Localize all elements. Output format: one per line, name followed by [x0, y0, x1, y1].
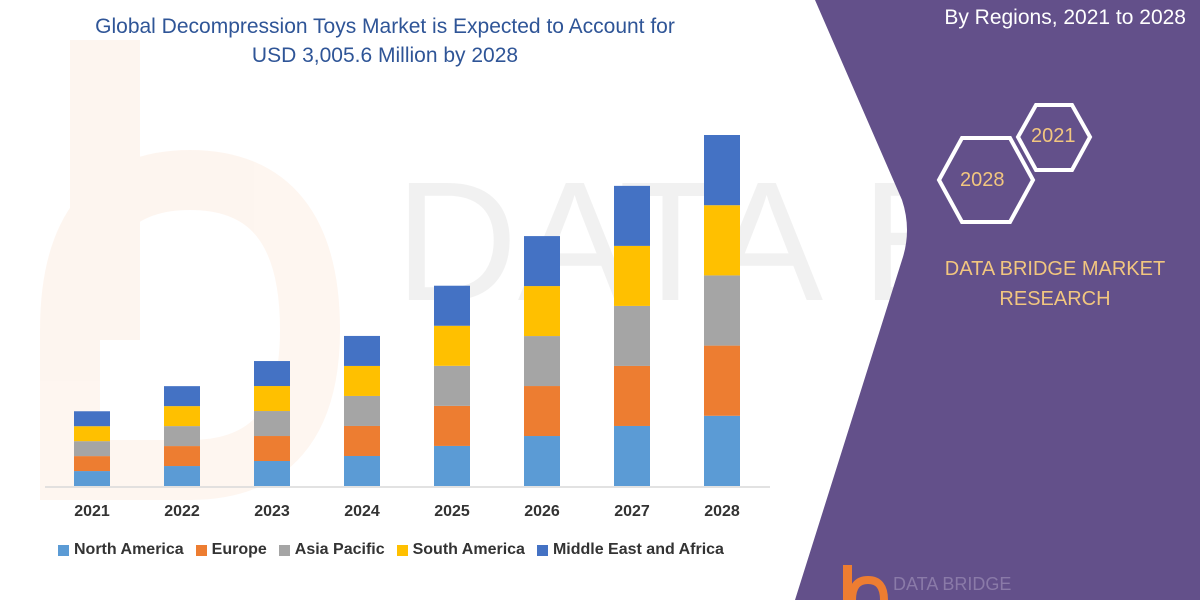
- brand-name: DATA BRIDGE MARKET RESEARCH: [925, 254, 1185, 314]
- bar-segment-2023-middle-east-and-africa: [254, 361, 290, 387]
- legend-item: Europe: [195, 541, 267, 559]
- legend-swatch: [396, 544, 408, 556]
- legend-item: South America: [396, 541, 525, 559]
- x-tick-label: 2024: [344, 503, 380, 520]
- bar-segment-2021-north-america: [74, 471, 110, 486]
- hex-year-2021: 2021: [1031, 125, 1076, 147]
- bar-segment-2023-south-america: [254, 386, 290, 412]
- hex-year-2028: 2028: [960, 169, 1005, 191]
- bar-segment-2022-south-america: [164, 406, 200, 427]
- footer-logo: DATA BRIDGE: [843, 565, 1011, 600]
- legend-swatch: [278, 544, 290, 556]
- bar-segment-2021-europe: [74, 456, 110, 472]
- legend-label: Asia Pacific: [294, 541, 385, 558]
- bar-segment-2022-asia-pacific: [164, 426, 200, 447]
- purple-panel: [795, 0, 1200, 600]
- bar-segment-2023-north-america: [254, 461, 290, 486]
- bar-segment-2027-middle-east-and-africa: [614, 185, 650, 246]
- bar-segment-2024-europe: [344, 425, 380, 456]
- x-tick-label: 2025: [434, 503, 470, 520]
- bar-segment-2026-europe: [524, 386, 560, 437]
- x-tick-label: 2021: [74, 503, 110, 520]
- bar-segment-2024-asia-pacific: [344, 395, 380, 426]
- legend-item: Asia Pacific: [278, 541, 385, 559]
- x-tick-label: 2027: [614, 503, 650, 520]
- brand-line: DATA BRIDGE MARKET: [944, 258, 1166, 280]
- title-line: USD 3,005.6 Million by 2028: [251, 44, 519, 67]
- bar-segment-2027-asia-pacific: [614, 305, 650, 366]
- bar-segment-2028-europe: [704, 345, 740, 416]
- legend: North America Europe Asia Pacific South Ame…: [58, 541, 724, 559]
- bar-segment-2026-asia-pacific: [524, 336, 560, 387]
- bar-segment-2022-europe: [164, 446, 200, 467]
- legend-label: North America: [74, 541, 184, 558]
- bar-segment-2024-north-america: [344, 455, 380, 486]
- brand-line: RESEARCH: [999, 288, 1111, 310]
- bar-segment-2026-middle-east-and-africa: [524, 236, 560, 287]
- bar-segment-2025-south-america: [434, 325, 470, 366]
- bar-segment-2028-north-america: [704, 415, 740, 486]
- bar-segment-2021-south-america: [74, 426, 110, 442]
- bar-segment-2025-north-america: [434, 445, 470, 486]
- legend-item: Middle East and Africa: [536, 541, 724, 559]
- bar-segment-2028-south-america: [704, 205, 740, 276]
- bar-segment-2027-north-america: [614, 425, 650, 486]
- bar-segment-2025-asia-pacific: [434, 365, 470, 406]
- legend-label: Middle East and Africa: [552, 541, 724, 558]
- x-tick-label: 2023: [254, 503, 290, 520]
- panel-subtitle: By Regions, 2021 to 2028: [944, 6, 1186, 29]
- hexagon-2021: [1015, 103, 1093, 172]
- legend-label: South America: [412, 541, 525, 558]
- x-tick-label: 2026: [524, 503, 560, 520]
- bar-segment-2027-south-america: [614, 245, 650, 306]
- title-line: Global Decompression Toys Market is Expe…: [95, 15, 675, 38]
- stacked-bar-chart: [45, 135, 770, 488]
- x-tick-label: 2022: [164, 503, 200, 520]
- svg-text:DATA BRIDGE: DATA BRIDGE: [893, 574, 1011, 594]
- bar-segment-2027-europe: [614, 365, 650, 426]
- legend-swatch: [536, 544, 548, 556]
- bar-segment-2026-north-america: [524, 436, 560, 486]
- bar-segment-2021-middle-east-and-africa: [74, 411, 110, 427]
- bar-segment-2024-middle-east-and-africa: [344, 335, 380, 366]
- x-tick-label: 2028: [704, 503, 740, 520]
- legend-swatch: [195, 544, 207, 556]
- legend-swatch: [58, 544, 69, 556]
- hexagon-2028: [936, 136, 1036, 224]
- legend-label: Europe: [211, 541, 267, 558]
- bar-segment-2022-middle-east-and-africa: [164, 386, 200, 407]
- bar-segment-2025-europe: [434, 405, 470, 446]
- bar-segment-2026-south-america: [524, 286, 560, 337]
- chart-title: Global Decompression Toys Market is Expe…: [40, 12, 730, 70]
- bar-segment-2025-middle-east-and-africa: [434, 285, 470, 326]
- bar-segment-2028-middle-east-and-africa: [704, 135, 740, 206]
- bar-segment-2023-europe: [254, 436, 290, 462]
- bar-segment-2021-asia-pacific: [74, 441, 110, 457]
- legend-item: North America: [58, 541, 184, 559]
- bar-segment-2024-south-america: [344, 365, 380, 396]
- bar-segment-2023-asia-pacific: [254, 411, 290, 437]
- bar-segment-2022-north-america: [164, 466, 200, 486]
- bar-segment-2028-asia-pacific: [704, 275, 740, 346]
